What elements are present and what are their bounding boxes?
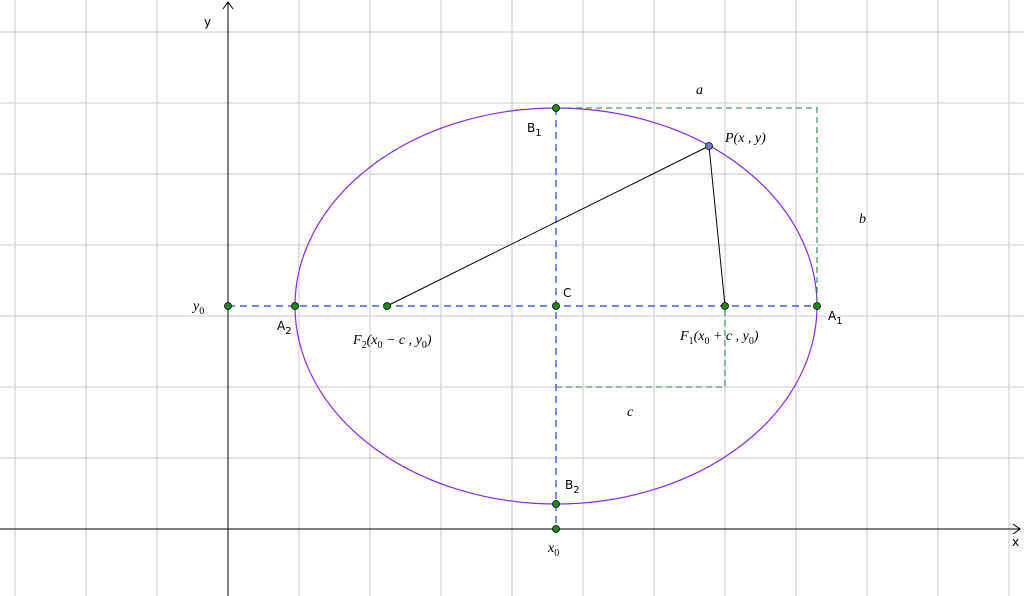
label-text: B	[527, 121, 535, 135]
y-axis-label: y	[204, 15, 211, 29]
x-axis-label: x	[1012, 535, 1019, 549]
subscript: 2	[285, 326, 291, 337]
dashed-axes	[228, 108, 817, 529]
subscript: 2	[362, 340, 367, 351]
label-x0: x0	[547, 541, 559, 559]
label-text: + c , y	[709, 329, 749, 344]
label-b2: B2	[565, 478, 580, 496]
label-f1: F1(x0 + c , y0)	[679, 329, 759, 347]
label-text: (x	[367, 333, 379, 348]
label-text: x	[547, 541, 555, 556]
subscript: 0	[704, 336, 709, 347]
subscript: 1	[689, 336, 694, 347]
label-c: c	[627, 405, 634, 420]
label-center: C	[563, 286, 571, 300]
label-text: F	[679, 329, 689, 344]
subscript: 0	[749, 336, 754, 347]
focal-segments	[386, 145, 726, 307]
dimension-lines	[556, 107, 818, 388]
label-y0: y0	[191, 299, 204, 317]
subscript: 0	[422, 340, 427, 351]
subscript: 1	[836, 316, 842, 327]
label-text: )	[753, 329, 759, 344]
label-a1: A1	[828, 309, 843, 327]
label-text: )	[426, 333, 432, 348]
label-text: y	[191, 299, 200, 314]
points	[224, 104, 821, 533]
subscript: 2	[573, 485, 579, 496]
label-text: A	[828, 309, 837, 323]
label-p: P(x , y)	[724, 131, 766, 146]
label-text: F	[352, 333, 362, 348]
label-b1: B1	[527, 121, 542, 139]
subscript: 0	[377, 340, 382, 351]
label-b: b	[859, 212, 866, 227]
label-a: a	[696, 83, 703, 98]
subscript: 1	[535, 128, 541, 139]
subscript: 0	[199, 306, 204, 317]
label-text: A	[277, 319, 286, 333]
label-text: − c , y	[382, 333, 422, 348]
label-text: (x	[694, 329, 706, 344]
label-text: B	[565, 478, 573, 492]
subscript: 0	[554, 548, 559, 559]
label-f2: F2(x0 − c , y0)	[352, 333, 432, 351]
label-a2: A2	[277, 319, 292, 337]
